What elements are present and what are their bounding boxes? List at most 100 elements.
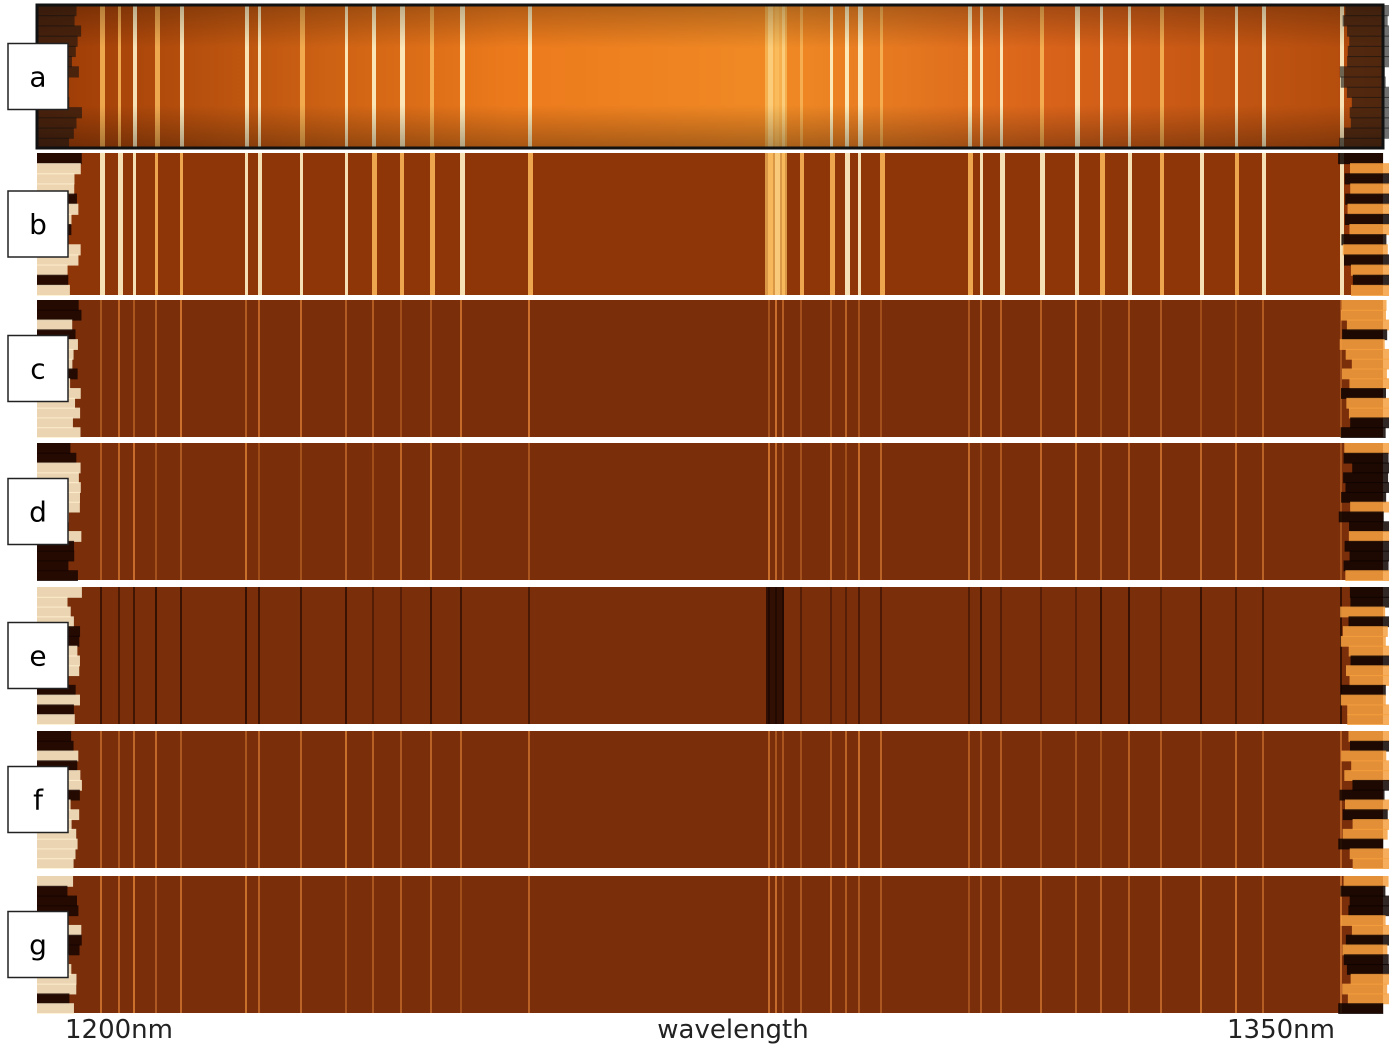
edge-noise [1343,809,1388,820]
edge-noise [1350,848,1389,859]
spectral-line [980,587,982,724]
spectral-line [1128,300,1130,437]
spectral-line [880,876,882,1013]
spectral-line [245,300,247,437]
spectral-line [880,153,885,295]
edge-noise [37,551,74,562]
edge-noise [37,173,74,184]
panel-label: a [29,61,46,94]
spectral-line [1235,587,1237,724]
spectral-line [300,731,302,868]
edge-noise [1348,731,1389,742]
spectral-line [1262,443,1264,580]
edge-noise [37,417,73,428]
spectral-line [1075,731,1077,868]
spectral-line [245,587,247,724]
edge-noise [1346,398,1389,409]
spectral-line [1100,587,1102,724]
panel-background [37,587,1383,724]
spectral-line [400,300,402,437]
spectral-line [1128,731,1130,868]
spectral-line [400,731,402,868]
edge-noise [1351,974,1389,985]
edge-noise [1341,427,1386,438]
spectral-line [1000,876,1002,1013]
spectral-line [400,443,402,580]
spectral-line [155,731,157,868]
spectral-line [155,300,157,437]
edge-noise [1340,790,1385,801]
spectral-line [430,731,432,868]
edge-noise [1352,780,1389,791]
spectral-line [258,876,260,1013]
edge-noise [37,597,67,608]
spectral-line [460,731,462,868]
spectral-line [968,731,970,868]
edge-noise [1344,954,1389,965]
spectral-line [528,876,530,1013]
spectral-line [845,153,850,295]
edge-noise [37,408,80,419]
spectral-line [133,443,135,580]
edge-noise [1345,214,1389,225]
panel-label: g [29,929,47,962]
spectral-line [118,587,120,724]
edge-noise [1353,819,1389,830]
edge-noise [1340,66,1385,77]
spectral-line [782,876,784,1013]
spectral-line [118,153,123,295]
panel-background [37,731,1383,868]
spectral-line [1200,153,1204,295]
figure-canvas: abcdefg 1200nm wavelength 1350nm [0,0,1389,1048]
edge-noise [37,848,76,859]
edge-noise [37,443,70,454]
spectral-line [372,731,374,868]
spectral-line [858,300,860,437]
spectral-line [345,876,347,1013]
edge-noise [1342,369,1387,380]
spectral-line [1100,153,1105,295]
spectral-line [133,300,135,437]
spectral-line [1128,587,1130,724]
edge-noise [37,5,77,16]
spectral-line [460,876,462,1013]
spectral-line [1200,300,1202,437]
spectral-line [800,443,802,580]
spectral-line [1262,587,1264,724]
spectral-line [1000,587,1002,724]
spectral-line [460,587,462,724]
panel-shade [37,5,1383,148]
spectral-line [180,300,182,437]
spectral-line [830,153,835,295]
spectral-line [1000,153,1005,295]
edge-noise [1338,1003,1383,1014]
edge-noise [1350,675,1389,686]
spectral-line [345,153,348,295]
edge-noise [1341,77,1386,88]
spectral-line [133,731,135,868]
edge-noise [1350,597,1389,608]
edge-noise [1344,560,1389,571]
spectral-line [1200,587,1202,724]
edge-noise [37,714,75,725]
spectral-line [980,443,982,580]
spectral-line [830,731,832,868]
spectral-line [460,153,465,295]
spectral-line [1100,300,1102,437]
spectral-line [1075,443,1077,580]
edge-noise [1350,896,1389,907]
edge-noise [1338,839,1383,850]
edge-noise [1345,541,1389,552]
spectral-line [430,443,432,580]
spectral-line [1128,153,1132,295]
spectral-line [400,153,404,295]
spectral-line [1160,300,1162,437]
edge-noise [37,285,70,296]
edge-noise [1347,714,1389,725]
edge-noise [1341,234,1386,245]
spectral-line [858,153,861,295]
edge-noise [1350,417,1389,428]
edge-noise [1351,285,1389,296]
edge-noise [1341,685,1386,696]
